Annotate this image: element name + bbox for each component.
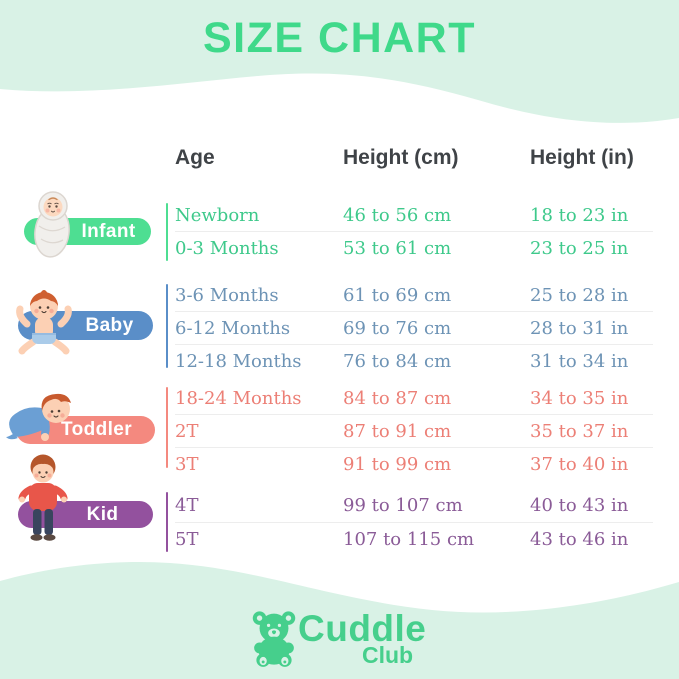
height-cm-cell: 107 to 115 cm xyxy=(343,529,475,550)
height-cm-cell: 91 to 99 cm xyxy=(343,453,452,475)
table-row: 3-6 Months 61 to 69 cm 25 to 28 in xyxy=(175,279,653,311)
baby-accent-line xyxy=(166,284,168,368)
age-cell: 5T xyxy=(175,529,199,550)
age-cell: 3-6 Months xyxy=(175,284,279,306)
swaddled-newborn-illustration xyxy=(34,191,70,258)
table-row: 5T 107 to 115 cm 43 to 46 in xyxy=(175,522,653,556)
height-cm-cell: 76 to 84 cm xyxy=(343,350,452,372)
top-wave-shape xyxy=(0,0,679,123)
height-in-cell: 37 to 40 in xyxy=(530,453,629,475)
infant-row-group: Newborn 46 to 56 cm 18 to 23 in 0-3 Mont… xyxy=(175,199,653,264)
age-cell: 2T xyxy=(175,420,199,442)
table-row: 6-12 Months 69 to 76 cm 28 to 31 in xyxy=(175,311,653,344)
height-in-cell: 23 to 25 in xyxy=(530,237,629,259)
column-header-height-cm: Height (cm) xyxy=(343,146,459,169)
height-in-cell: 28 to 31 in xyxy=(530,317,629,339)
age-cell: 4T xyxy=(175,495,199,516)
height-in-cell: 25 to 28 in xyxy=(530,284,629,306)
column-header-height-in: Height (in) xyxy=(530,146,634,169)
table-row: Newborn 46 to 56 cm 18 to 23 in xyxy=(175,199,653,231)
standing-kid-illustration xyxy=(18,454,68,541)
infant-accent-line xyxy=(166,203,168,261)
teddy-bear-icon xyxy=(252,611,296,667)
table-row: 3T 91 to 99 cm 37 to 40 in xyxy=(175,447,653,480)
height-in-cell: 31 to 34 in xyxy=(530,350,629,372)
top-wave-decoration xyxy=(0,0,679,130)
height-in-cell: 40 to 43 in xyxy=(530,495,629,516)
bottom-wave-shape xyxy=(0,561,679,679)
column-header-age: Age xyxy=(175,146,215,169)
height-cm-cell: 84 to 87 cm xyxy=(343,387,452,409)
kid-row-group: 4T 99 to 107 cm 40 to 43 in 5T 107 to 11… xyxy=(175,489,653,556)
height-cm-cell: 53 to 61 cm xyxy=(343,237,452,259)
table-header: Age Height (cm) Height (in) xyxy=(175,146,653,170)
age-cell: 18-24 Months xyxy=(175,387,302,409)
sitting-baby-illustration xyxy=(16,290,72,355)
height-cm-cell: 99 to 107 cm xyxy=(343,495,463,516)
table-row: 12-18 Months 76 to 84 cm 31 to 34 in xyxy=(175,344,653,377)
age-cell: 0-3 Months xyxy=(175,237,279,259)
crawling-toddler-illustration xyxy=(6,393,71,441)
bottom-wave-decoration xyxy=(0,555,679,679)
table-row: 0-3 Months 53 to 61 cm 23 to 25 in xyxy=(175,231,653,264)
height-in-cell: 35 to 37 in xyxy=(530,420,629,442)
age-cell: 3T xyxy=(175,453,199,475)
height-cm-cell: 46 to 56 cm xyxy=(343,204,452,226)
toddler-accent-line xyxy=(166,387,168,468)
brand-sub-name: Club xyxy=(362,642,414,668)
height-in-cell: 18 to 23 in xyxy=(530,204,629,226)
height-in-cell: 43 to 46 in xyxy=(530,529,629,550)
table-row: 2T 87 to 91 cm 35 to 37 in xyxy=(175,414,653,447)
baby-row-group: 3-6 Months 61 to 69 cm 25 to 28 in 6-12 … xyxy=(175,279,653,377)
age-cell: 12-18 Months xyxy=(175,350,302,372)
height-cm-cell: 69 to 76 cm xyxy=(343,317,452,339)
height-cm-cell: 61 to 69 cm xyxy=(343,284,452,306)
age-cell: Newborn xyxy=(175,204,260,226)
height-cm-cell: 87 to 91 cm xyxy=(343,420,452,442)
age-cell: 6-12 Months xyxy=(175,317,291,339)
table-row: 4T 99 to 107 cm 40 to 43 in xyxy=(175,489,653,522)
kid-accent-line xyxy=(166,492,168,552)
page-title: SIZE CHART xyxy=(203,14,476,62)
height-in-cell: 34 to 35 in xyxy=(530,387,629,409)
toddler-row-group: 18-24 Months 84 to 87 cm 34 to 35 in 2T … xyxy=(175,382,653,480)
table-row: 18-24 Months 84 to 87 cm 34 to 35 in xyxy=(175,382,653,414)
brand-name: Cuddle xyxy=(298,608,427,649)
